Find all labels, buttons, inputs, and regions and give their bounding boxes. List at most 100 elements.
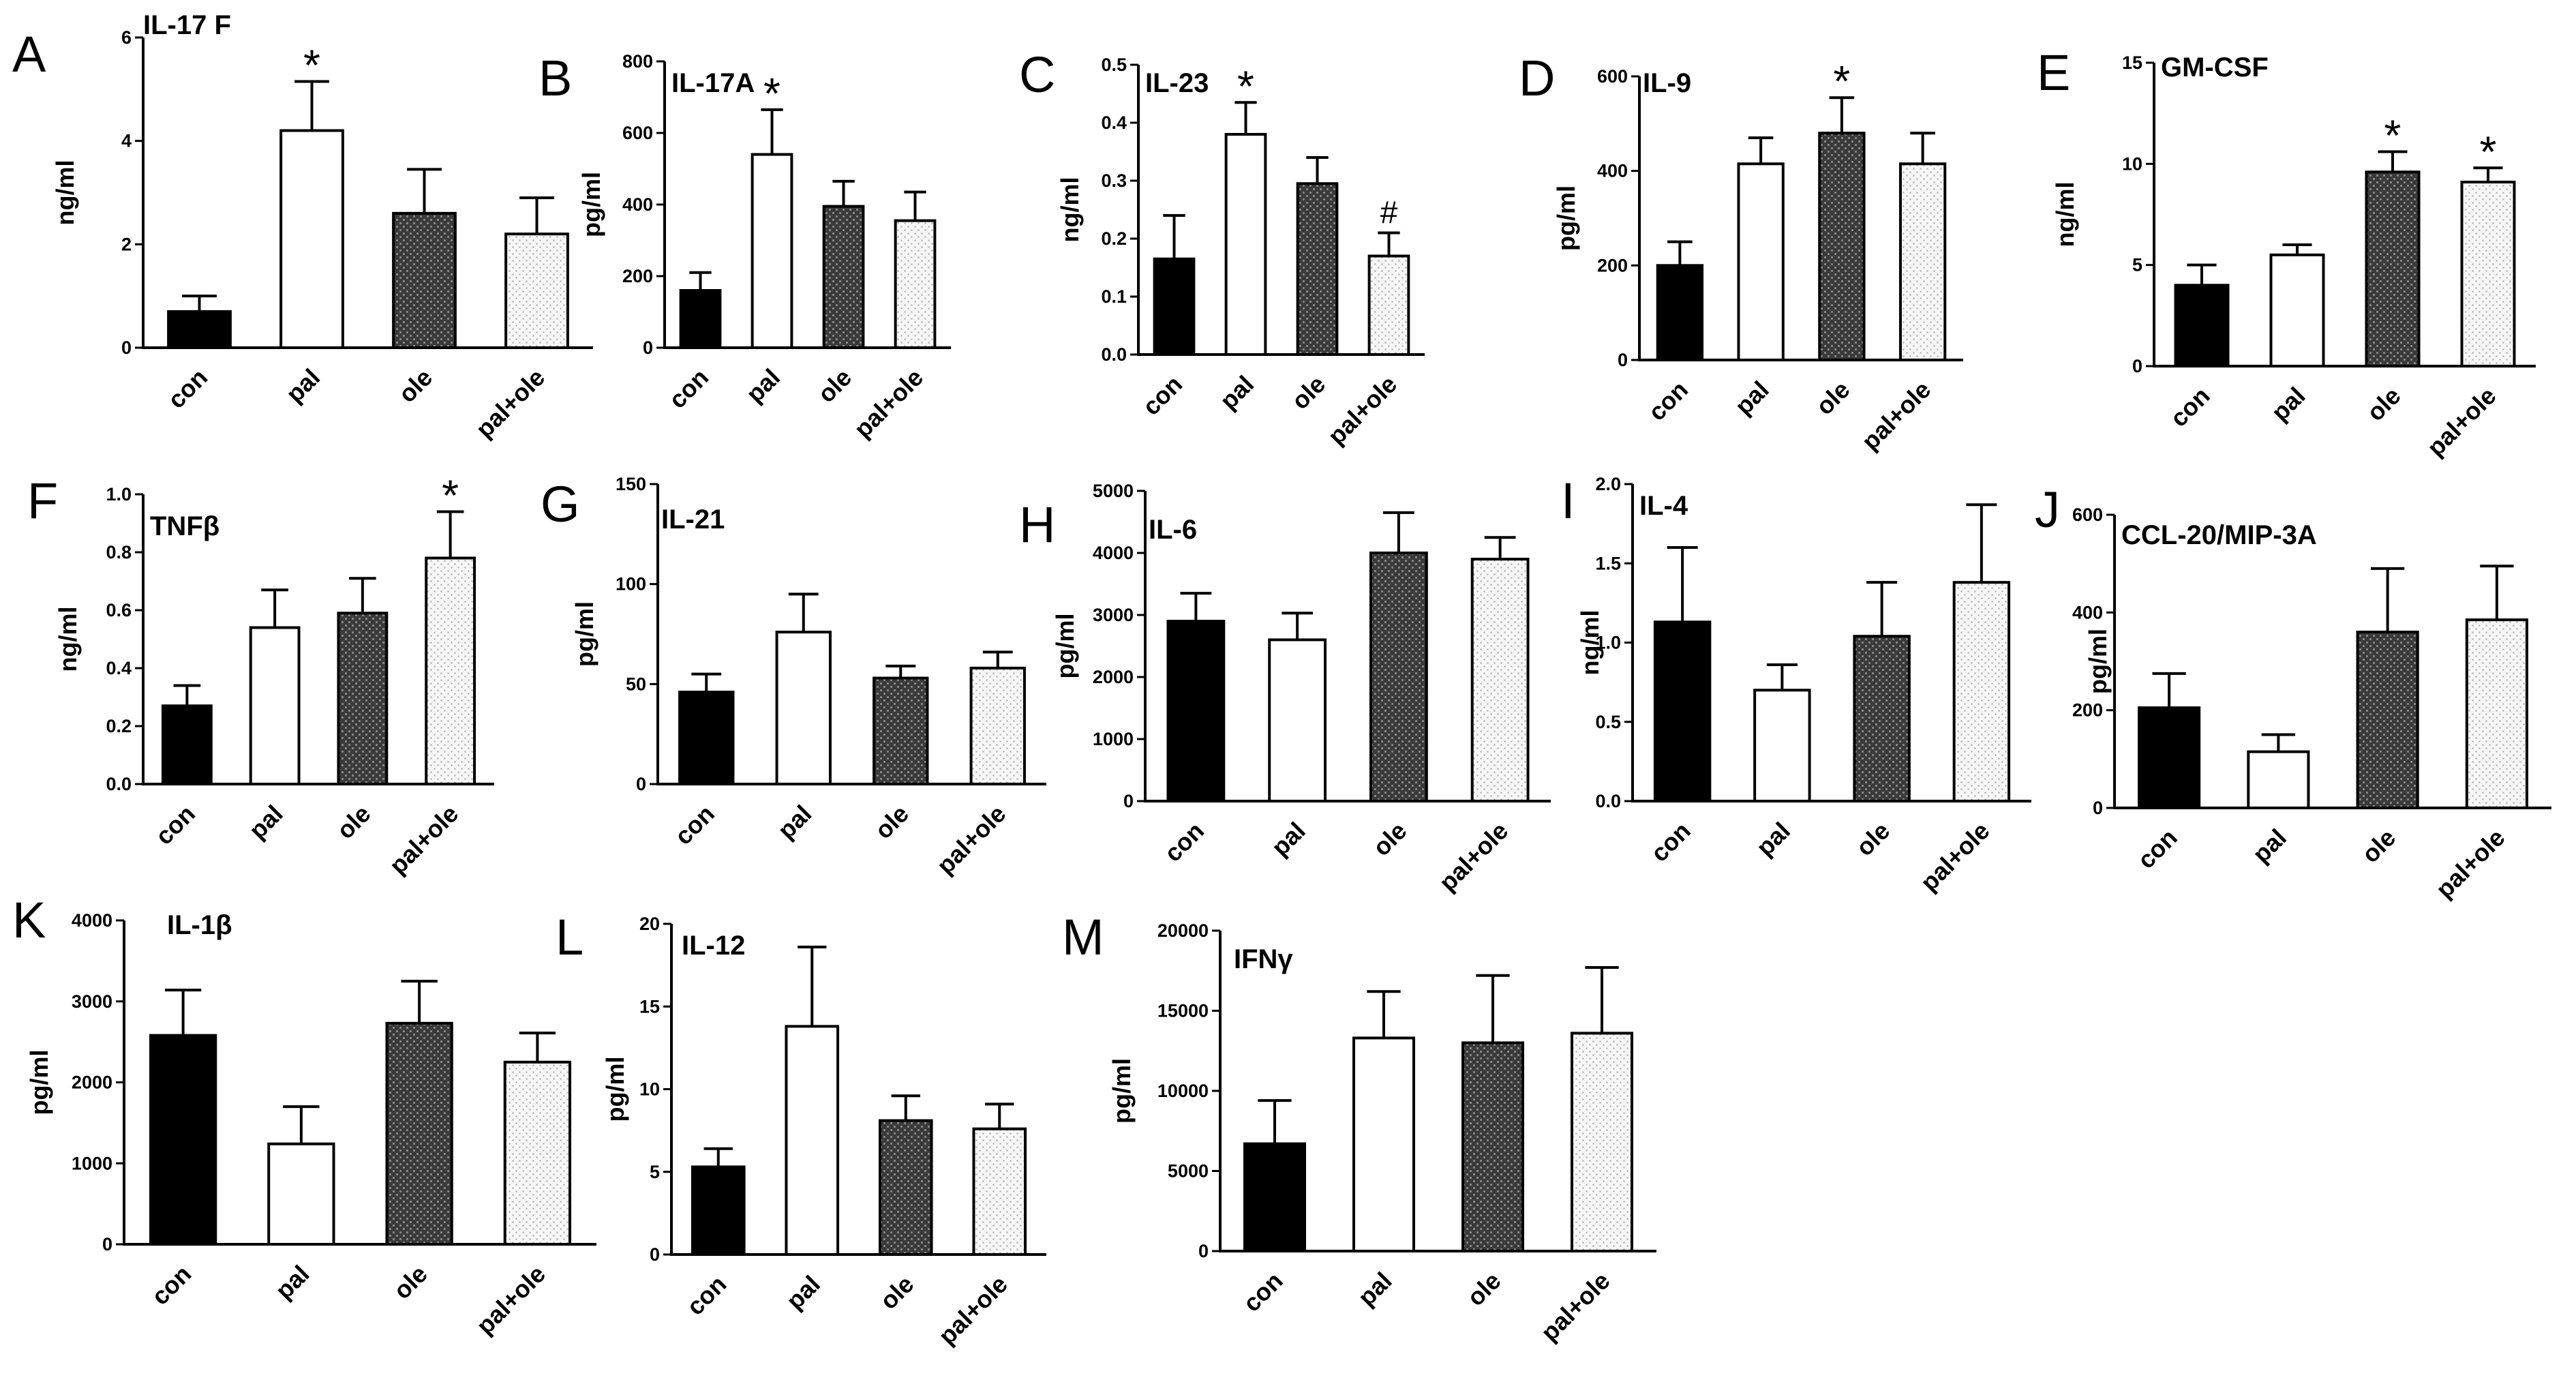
panel-g-ytick-label: 150 bbox=[616, 474, 646, 494]
panel-h-bar-con bbox=[1166, 620, 1226, 802]
panel-b-ylabel: pg/ml bbox=[577, 172, 605, 237]
panel-l-category-con: con bbox=[681, 1270, 731, 1321]
panel-h-ytick-label: 4000 bbox=[1093, 543, 1134, 563]
panel-b-category-pal-ole: pal+ole bbox=[849, 363, 928, 443]
panel-f-ytick-label: 0.8 bbox=[106, 542, 132, 562]
panel-c-category-con: con bbox=[1137, 370, 1187, 421]
panel-i-title: IL-4 bbox=[1639, 491, 1688, 521]
panel-d-mark-ole: * bbox=[1833, 57, 1850, 106]
panel-b-category-ole: ole bbox=[812, 363, 857, 408]
panel-c-title: IL-23 bbox=[1145, 68, 1209, 98]
panel-f-ytick-label: 0.0 bbox=[106, 774, 132, 794]
panel-k-category-ole: ole bbox=[388, 1260, 433, 1305]
panel-h-category-pal: pal bbox=[1266, 817, 1311, 862]
panel-a-ytick-label: 4 bbox=[121, 131, 132, 151]
panel-c-ylabel: ng/ml bbox=[1056, 177, 1084, 243]
panel-k-ytick-label: 2000 bbox=[72, 1072, 112, 1093]
panel-f-ytick-label: 1.0 bbox=[106, 484, 132, 505]
panel-g-category-con: con bbox=[669, 800, 720, 850]
panel-k-category-con: con bbox=[146, 1260, 196, 1310]
panel-h-ytick-label: 5000 bbox=[1093, 481, 1134, 501]
panel-d-ytick-label: 600 bbox=[1597, 66, 1628, 87]
panel-b-category-pal: pal bbox=[740, 363, 785, 408]
panel-f-ytick-label: 0.4 bbox=[106, 658, 132, 678]
panel-g-ytick-label: 50 bbox=[626, 674, 646, 694]
panel-c-mark-pal: * bbox=[1237, 61, 1254, 110]
panel-i: I IL-4 0.0 0.5 1.0 1.5 2.0 ng/ml con pal ole pal+ol… bbox=[1561, 472, 2031, 897]
panel-m-bar-con bbox=[1243, 1142, 1306, 1253]
panel-d: D IL-9 0 200 400 600 pg/ml con pal * ole pal+ole bbox=[1519, 50, 1963, 455]
panel-g-letter: G bbox=[541, 476, 580, 532]
panel-i-bar-con bbox=[1653, 620, 1712, 803]
panel-a-ylabel: ng/ml bbox=[51, 160, 79, 226]
panel-e-category-pal-ole: pal+ole bbox=[2421, 382, 2501, 462]
panel-k-bar-pal-ole bbox=[503, 1060, 572, 1246]
panel-l-category-pal-ole: pal+ole bbox=[933, 1270, 1012, 1350]
panel-a-letter: A bbox=[12, 26, 46, 82]
panel-m-ytick-label: 10000 bbox=[1157, 1081, 1209, 1101]
panel-g-category-pal: pal bbox=[772, 800, 817, 845]
panel-i-ytick-label: 2.0 bbox=[1595, 474, 1621, 494]
panel-b-bar-ole bbox=[822, 205, 865, 349]
panel-h-ytick-label: 2000 bbox=[1093, 667, 1134, 687]
panel-e-category-ole: ole bbox=[2361, 382, 2406, 427]
panel-l-bar-ole bbox=[878, 1119, 933, 1256]
panel-l-ylabel: pg/ml bbox=[601, 1057, 629, 1122]
panel-l-ytick-label: 5 bbox=[650, 1162, 660, 1182]
panel-e-mark-pal-ole: * bbox=[2480, 127, 2497, 176]
panel-m-bar-pal-ole bbox=[1571, 1032, 1633, 1253]
panel-h-letter: H bbox=[1019, 496, 1055, 553]
panel-c-ytick-label: 0.2 bbox=[1101, 228, 1127, 249]
panel-k-ylabel: pg/ml bbox=[25, 1050, 53, 1115]
panel-j-bar-ole bbox=[2356, 631, 2419, 809]
panel-k-category-pal: pal bbox=[270, 1260, 315, 1305]
panel-f-bar-pal bbox=[249, 626, 301, 785]
panel-h-bar-pal-ole bbox=[1470, 558, 1530, 802]
panel-f-category-pal-ole: pal+ole bbox=[384, 800, 464, 880]
panel-b-bar-con bbox=[679, 289, 722, 349]
panel-l-title: IL-12 bbox=[682, 931, 745, 961]
panel-d-ylabel: pg/ml bbox=[1552, 185, 1580, 251]
panel-b-bar-pal bbox=[751, 153, 793, 349]
panel-e-bar-con bbox=[2174, 284, 2230, 368]
panel-k-ytick-label: 4000 bbox=[72, 910, 112, 931]
panel-k-ytick-label: 0 bbox=[102, 1234, 112, 1255]
panel-j-ytick-label: 400 bbox=[2072, 602, 2103, 622]
panel-k-ytick-label: 1000 bbox=[72, 1153, 112, 1173]
panel-f-letter: F bbox=[27, 472, 58, 529]
panel-d-ytick-label: 400 bbox=[1597, 161, 1628, 181]
panel-c-category-pal: pal bbox=[1214, 370, 1259, 415]
panel-e-bar-pal bbox=[2269, 253, 2325, 368]
panel-j-ylabel: pg/ml bbox=[2084, 629, 2112, 694]
panel-e-bar-ole bbox=[2365, 170, 2421, 367]
panel-e-ytick-label: 5 bbox=[2132, 255, 2142, 275]
panel-g-bar-ole bbox=[873, 676, 929, 785]
panel-d-ytick-label: 200 bbox=[1597, 255, 1628, 275]
panel-d-category-ole: ole bbox=[1810, 376, 1855, 421]
panel-f-bar-ole bbox=[337, 612, 389, 785]
panel-d-letter: D bbox=[1519, 50, 1555, 106]
panel-f-category-con: con bbox=[150, 800, 200, 850]
panel-c-ytick-label: 0.5 bbox=[1101, 55, 1127, 75]
panel-m-ytick-label: 5000 bbox=[1168, 1161, 1209, 1182]
panel-i-ytick-label: 0.5 bbox=[1595, 712, 1621, 732]
panel-a-category-con: con bbox=[162, 363, 213, 414]
panel-e-category-con: con bbox=[2164, 382, 2215, 432]
panel-k-letter: K bbox=[12, 892, 46, 948]
panel-b-ytick-label: 600 bbox=[622, 123, 653, 143]
panel-c-ytick-label: 0.1 bbox=[1101, 286, 1127, 307]
panel-j-ytick-label: 200 bbox=[2072, 700, 2103, 721]
panel-g-bar-pal bbox=[775, 631, 832, 785]
panel-i-category-pal: pal bbox=[1751, 817, 1795, 862]
panel-h-ytick-label: 3000 bbox=[1093, 605, 1134, 625]
panel-m-title: IFNγ bbox=[1234, 944, 1293, 974]
panel-e-title: GM-CSF bbox=[2161, 52, 2269, 82]
panel-i-category-pal-ole: pal+ole bbox=[1915, 817, 1995, 897]
panel-j-letter: J bbox=[2035, 481, 2060, 538]
panel-h: H IL-6 0 1000 2000 3000 4000 5000 pg/ml con pal ole… bbox=[1019, 481, 1551, 897]
panel-i-bar-pal bbox=[1753, 689, 1811, 802]
panel-m-bar-pal bbox=[1352, 1036, 1415, 1252]
panel-b-mark-pal: * bbox=[763, 69, 781, 118]
panel-b-ytick-label: 400 bbox=[622, 194, 653, 215]
panel-c-ytick-label: 0.4 bbox=[1101, 112, 1127, 133]
